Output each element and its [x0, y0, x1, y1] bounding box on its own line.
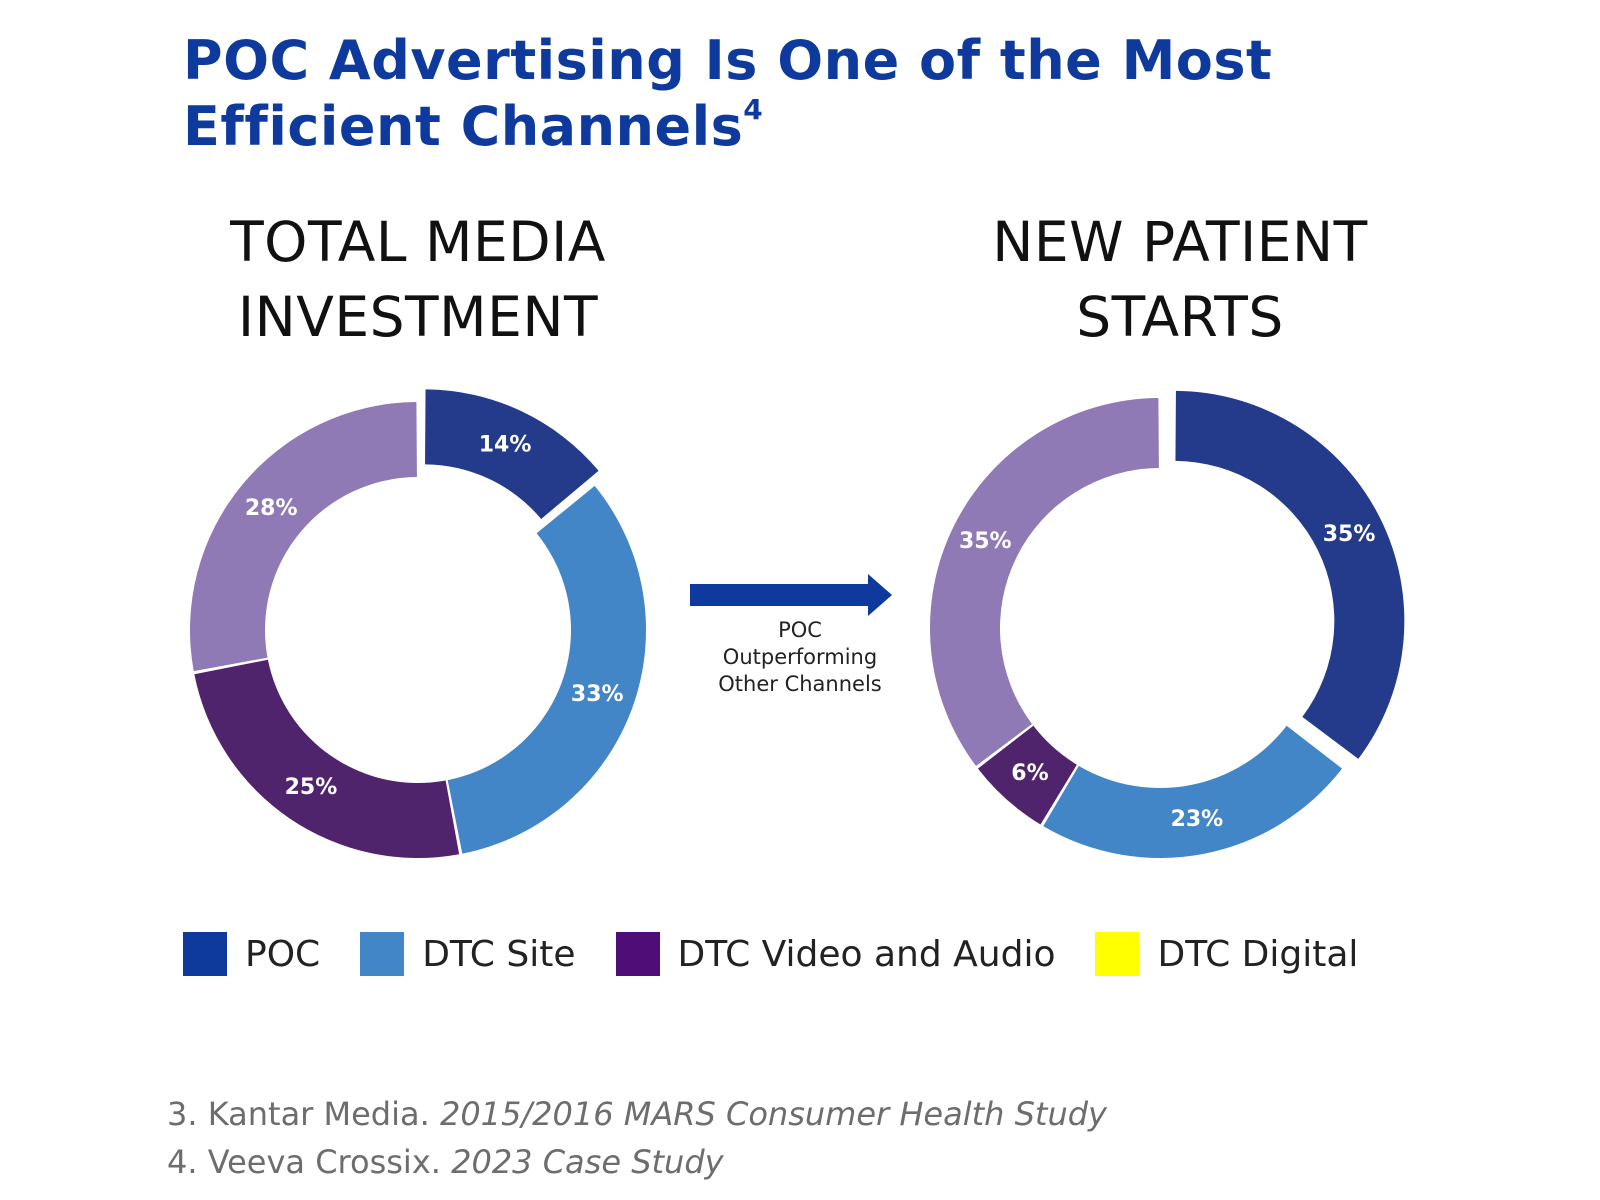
chart-title-new-patient: NEW PATIENT STARTS — [920, 205, 1440, 355]
footnotes: 3. Kantar Media. 2015/2016 MARS Consumer… — [167, 1090, 1107, 1186]
legend-label: DTC Digital — [1157, 933, 1359, 975]
legend-item-poc: POC — [183, 932, 320, 976]
arrow-right-icon — [690, 574, 892, 616]
slice-data-label: 25% — [285, 775, 338, 800]
legend-swatch — [615, 932, 660, 976]
arrow-caption-line-2: Outperforming — [722, 645, 878, 669]
donut-slice — [1043, 725, 1343, 858]
donut-slice — [1175, 390, 1405, 759]
donut-slice — [425, 389, 599, 519]
donut-slice — [189, 402, 417, 672]
legend-swatch — [360, 932, 405, 976]
title-footnote-marker: 4 — [743, 93, 764, 126]
slice-data-label: 35% — [1323, 522, 1376, 547]
footnote-prefix: 3. Kantar Media. — [167, 1095, 440, 1133]
title-line-1: POC Advertising Is One of the Most — [183, 29, 1273, 92]
legend-label: DTC Video and Audio — [677, 933, 1056, 975]
donut-slice — [194, 659, 460, 858]
legend-item-dtc-site: DTC Site — [360, 932, 576, 976]
footnote-4: 4. Veeva Crossix. 2023 Case Study — [167, 1138, 1107, 1186]
footnote-title: 2023 Case Study — [451, 1143, 724, 1181]
title-line-2: Efficient Channels4 — [183, 93, 1483, 160]
slice-data-label: 14% — [479, 432, 532, 457]
legend: POC DTC Site DTC Video and Audio DTC Dig… — [183, 930, 1358, 978]
arrow-caption-line-1: POC — [778, 618, 822, 642]
chart-title-total-media: TOTAL MEDIA INVESTMENT — [158, 205, 678, 355]
slice-data-label: 35% — [959, 529, 1012, 554]
chart-title-line-2: STARTS — [1076, 285, 1284, 349]
arrow-caption-line-3: Other Channels — [718, 672, 882, 696]
title-line-2-text: Efficient Channels — [183, 95, 744, 158]
footnote-title: 2015/2016 MARS Consumer Health Study — [439, 1095, 1107, 1133]
footnote-3: 3. Kantar Media. 2015/2016 MARS Consumer… — [167, 1090, 1107, 1138]
slice-data-label: 33% — [571, 682, 624, 707]
chart-title-line-1: TOTAL MEDIA — [230, 210, 606, 274]
chart-title-line-1: NEW PATIENT — [992, 210, 1368, 274]
chart-title-line-2: INVESTMENT — [237, 285, 599, 349]
slice-data-label: 6% — [1011, 761, 1048, 786]
donut-total-media-investment: 14% 33% 25% 28% — [189, 389, 646, 858]
legend-swatch — [1095, 932, 1140, 976]
legend-swatch — [183, 932, 227, 976]
page-title: POC Advertising Is One of the Most Effic… — [183, 28, 1483, 160]
donut-new-patient-starts: 35% 23% 6% 35% — [930, 390, 1405, 858]
slice-data-label: 28% — [245, 496, 298, 521]
donut-slice — [977, 725, 1077, 825]
legend-item-dtc-video-audio: DTC Video and Audio — [615, 932, 1056, 976]
donut-slice — [930, 398, 1159, 767]
legend-item-dtc-digital: DTC Digital — [1095, 932, 1358, 976]
legend-label: DTC Site — [422, 933, 576, 975]
arrow-caption: POC Outperforming Other Channels — [680, 617, 920, 698]
donut-slice — [447, 485, 646, 854]
legend-label: POC — [245, 933, 321, 975]
slice-data-label: 23% — [1171, 807, 1224, 832]
footnote-prefix: 4. Veeva Crossix. — [167, 1143, 452, 1181]
